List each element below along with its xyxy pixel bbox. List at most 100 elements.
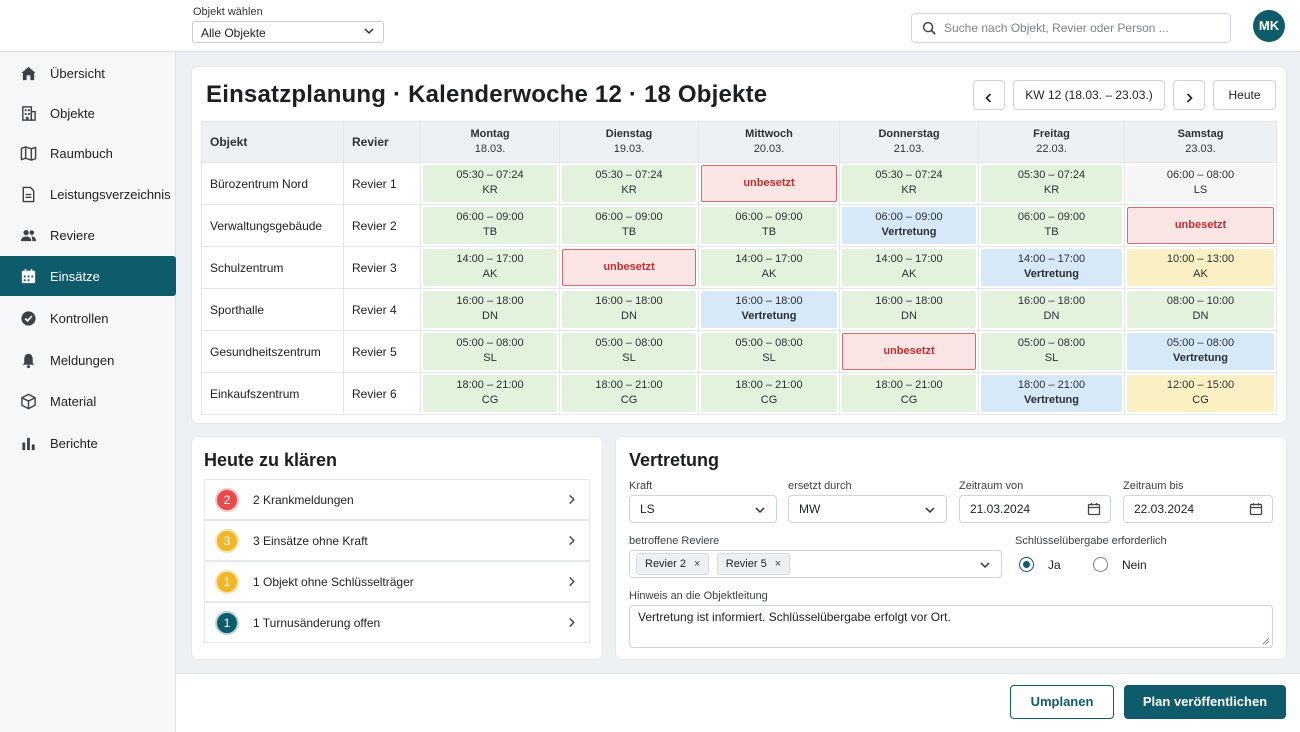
prev-week-button[interactable]	[973, 80, 1005, 110]
today-button[interactable]: Heute	[1213, 80, 1276, 110]
shift-block[interactable]: 08:00 – 10:00 DN	[1127, 291, 1274, 328]
object-name-cell[interactable]: Schulzentrum	[201, 246, 344, 289]
shift-block[interactable]: 16:00 – 18:00 DN	[981, 291, 1122, 328]
shift-staff: DN	[901, 310, 917, 322]
shift-block[interactable]: 18:00 – 21:00 Vertretung	[981, 375, 1122, 412]
unassigned-shift[interactable]: unbesetzt	[1127, 207, 1274, 244]
shift-staff: Vertretung	[881, 226, 937, 238]
shift-status: unbesetzt	[743, 177, 795, 189]
shift-block[interactable]: 18:00 – 21:00 CG	[423, 375, 557, 412]
shift-status: unbesetzt	[603, 261, 655, 273]
shift-staff: DN	[1192, 310, 1209, 322]
sidebar-item-objekte[interactable]: Objekte	[0, 93, 176, 133]
object-name-cell[interactable]: Sporthalle	[201, 288, 344, 331]
shift-staff: SL	[1044, 352, 1059, 364]
remove-chip-icon[interactable]: ×	[693, 558, 701, 570]
shift-cell: 06:00 – 09:00 TB	[420, 204, 560, 247]
unassigned-shift[interactable]: unbesetzt	[701, 165, 837, 202]
box-icon	[21, 393, 36, 409]
sidebar-item-label: Reviere	[50, 227, 95, 243]
week-picker-button[interactable]: KW 12 (18.03. – 23.03.)	[1013, 80, 1165, 110]
shift-block[interactable]: 16:00 – 18:00 DN	[842, 291, 976, 328]
sidebar-item-label: Kontrollen	[50, 310, 109, 326]
sidebar-item-meldungen[interactable]: Meldungen	[0, 340, 176, 380]
hinweis-textarea[interactable]: Vertretung ist informiert. Schlüsselüber…	[629, 605, 1273, 648]
shift-block[interactable]: 18:00 – 21:00 CG	[842, 375, 976, 412]
object-name-cell[interactable]: Gesundheitszentrum	[201, 330, 344, 373]
sidebar-item-material[interactable]: Material	[0, 381, 176, 421]
shift-block[interactable]: 05:30 – 07:24 KR	[981, 165, 1122, 202]
search-input[interactable]	[944, 18, 1224, 38]
shift-block[interactable]: 18:00 – 21:00 CG	[562, 375, 696, 412]
object-name-cell[interactable]: Einkaufszentrum	[201, 372, 344, 415]
shift-block[interactable]: 06:00 – 09:00 TB	[423, 207, 557, 244]
shift-block[interactable]: 14:00 – 17:00 AK	[701, 249, 837, 286]
todo-item-einsaetze-ohne-kraft[interactable]: 3 3 Einsätze ohne Kraft	[204, 520, 590, 561]
sidebar-item-reviere[interactable]: Reviere	[0, 215, 176, 255]
ersetzt-value: MW	[799, 502, 821, 516]
shift-block[interactable]: 16:00 – 18:00 Vertretung	[701, 291, 837, 328]
ersetzt-select[interactable]: MW	[788, 495, 947, 523]
shift-block[interactable]: 05:00 – 08:00 SL	[423, 333, 557, 370]
bis-value: 22.03.2024	[1134, 502, 1195, 516]
shift-block[interactable]: 05:00 – 08:00 SL	[981, 333, 1122, 370]
chevron-down-icon	[980, 562, 990, 569]
sidebar-item-einsaetze[interactable]: Einsätze	[0, 256, 176, 296]
avatar[interactable]: MK	[1253, 10, 1285, 42]
calendar-icon[interactable]	[1249, 502, 1263, 516]
unassigned-shift[interactable]: unbesetzt	[562, 249, 696, 286]
shift-block[interactable]: 14:00 – 17:00 AK	[423, 249, 557, 286]
shift-block[interactable]: 16:00 – 18:00 DN	[423, 291, 557, 328]
bis-date-input[interactable]: 22.03.2024	[1123, 495, 1273, 523]
shift-time: 16:00 – 18:00	[875, 295, 943, 307]
sidebar-item-uebersicht[interactable]: Übersicht	[0, 53, 176, 93]
shift-block[interactable]: 06:00 – 08:00 LS	[1127, 165, 1274, 202]
unassigned-shift[interactable]: unbesetzt	[842, 333, 976, 370]
shift-block[interactable]: 18:00 – 21:00 CG	[701, 375, 837, 412]
next-week-button[interactable]	[1173, 80, 1205, 110]
radio-ja[interactable]: Ja	[1019, 557, 1061, 572]
shift-block[interactable]: 05:00 – 08:00 SL	[701, 333, 837, 370]
sidebar-item-raumbuch[interactable]: Raumbuch	[0, 133, 176, 173]
shift-block[interactable]: 05:00 – 08:00 Vertretung	[1127, 333, 1274, 370]
shift-block[interactable]: 05:00 – 08:00 SL	[562, 333, 696, 370]
shift-block[interactable]: 06:00 – 09:00 TB	[981, 207, 1122, 244]
shift-block[interactable]: 05:30 – 07:24 KR	[562, 165, 696, 202]
schluessel-label: Schlüsselübergabe erforderlich	[1015, 535, 1167, 547]
shift-staff: AK	[901, 268, 917, 280]
shift-block[interactable]: 10:00 – 13:00 AK	[1127, 249, 1274, 286]
shift-block[interactable]: 16:00 – 18:00 DN	[562, 291, 696, 328]
shift-block[interactable]: 14:00 – 17:00 Vertretung	[981, 249, 1122, 286]
shift-block[interactable]: 05:30 – 07:24 KR	[423, 165, 557, 202]
shift-block[interactable]: 06:00 – 09:00 TB	[701, 207, 837, 244]
search-box[interactable]	[911, 13, 1231, 43]
calendar-icon[interactable]	[1087, 502, 1101, 516]
shift-time: 14:00 – 17:00	[456, 253, 524, 265]
umplanen-button[interactable]: Umplanen	[1010, 685, 1114, 719]
shift-block[interactable]: 06:00 – 09:00 Vertretung	[842, 207, 976, 244]
publish-plan-button[interactable]: Plan veröffentlichen	[1124, 685, 1286, 719]
todo-item-turnusaenderung[interactable]: 1 1 Turnusänderung offen	[204, 602, 590, 643]
shift-block[interactable]: 06:00 – 09:00 TB	[562, 207, 696, 244]
von-label: Zeitraum von	[959, 480, 1024, 492]
reviere-multiselect[interactable]: Revier 2 × Revier 5 ×	[629, 550, 1002, 578]
todo-item-krankmeldungen[interactable]: 2 2 Krankmeldungen	[204, 479, 590, 520]
resize-grip-icon[interactable]	[1262, 637, 1270, 645]
todo-item-schluesseltraeger[interactable]: 1 1 Objekt ohne Schlüsselträger	[204, 561, 590, 602]
sidebar-item-leistungsverzeichnis[interactable]: Leistungsverzeichnis	[0, 174, 176, 214]
object-name-cell[interactable]: Bürozentrum Nord	[201, 162, 344, 205]
kraft-select[interactable]: LS	[629, 495, 777, 523]
shift-block[interactable]: 12:00 – 15:00 CG	[1127, 375, 1274, 412]
shift-cell: 06:00 – 08:00 LS	[1124, 162, 1277, 205]
shift-block[interactable]: 05:30 – 07:24 KR	[842, 165, 976, 202]
shift-block[interactable]: 14:00 – 17:00 AK	[842, 249, 976, 286]
remove-chip-icon[interactable]: ×	[774, 558, 782, 570]
shift-cell: 18:00 – 21:00 CG	[559, 372, 699, 415]
sidebar-item-berichte[interactable]: Berichte	[0, 423, 176, 463]
von-date-input[interactable]: 21.03.2024	[959, 495, 1111, 523]
object-select[interactable]: Alle Objekte	[192, 21, 384, 43]
object-name-cell[interactable]: Verwaltungsgebäude	[201, 204, 344, 247]
radio-nein[interactable]: Nein	[1093, 557, 1147, 572]
shift-staff: LS	[1193, 184, 1208, 196]
sidebar-item-kontrollen[interactable]: Kontrollen	[0, 298, 176, 338]
